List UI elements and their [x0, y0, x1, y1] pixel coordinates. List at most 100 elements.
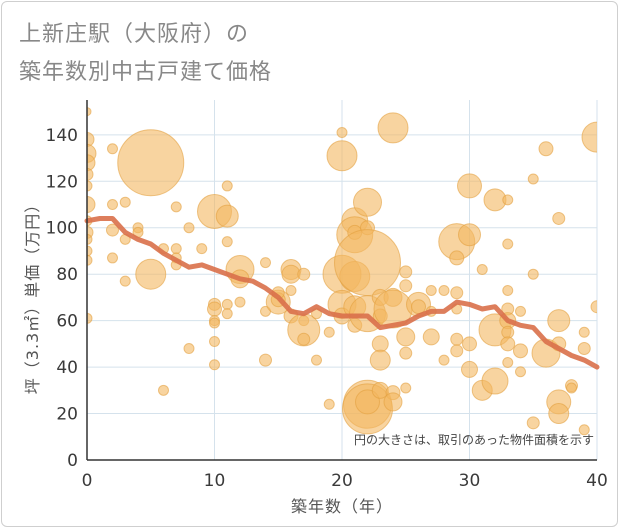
data-point [183, 222, 195, 234]
data-point [552, 211, 566, 225]
y-tick-label: 100 [46, 219, 78, 239]
y-tick-label: 120 [46, 172, 78, 192]
chart-title-line-1: 上新庄駅（大阪府）の [19, 22, 250, 47]
x-tick-label: 30 [459, 471, 481, 491]
y-tick-label: 40 [56, 358, 78, 378]
data-point [513, 343, 528, 359]
data-point [336, 127, 348, 139]
data-point [260, 257, 271, 269]
y-tick-label: 80 [56, 265, 78, 285]
data-point [107, 143, 118, 155]
x-tick-label: 0 [82, 471, 93, 491]
data-point [590, 300, 597, 314]
data-point [207, 301, 222, 317]
data-point [106, 223, 119, 237]
data-point [369, 349, 391, 371]
data-point [311, 354, 322, 366]
x-tick-label: 10 [204, 471, 226, 491]
data-point [170, 201, 182, 213]
data-point [355, 389, 380, 415]
data-point [259, 353, 272, 367]
data-point [476, 264, 488, 276]
data-point [87, 107, 92, 117]
data-point [87, 131, 95, 147]
data-point [449, 250, 465, 266]
data-point [353, 187, 382, 217]
data-point [515, 305, 526, 317]
y-axis-label: 坪（3.3㎡）単価（万円） [23, 196, 42, 394]
y-tick-label: 20 [56, 405, 78, 425]
data-point [399, 346, 413, 360]
data-point [502, 284, 514, 296]
x-axis-label: 築年数（年） [291, 497, 393, 516]
data-point [548, 403, 570, 425]
chart-bubbles [87, 107, 597, 436]
data-point [209, 336, 220, 348]
data-point [450, 286, 464, 300]
data-point [323, 326, 335, 338]
data-point [450, 344, 464, 358]
data-point [527, 173, 539, 185]
data-point [577, 342, 591, 356]
y-tick-label: 60 [56, 312, 78, 332]
data-point [221, 298, 233, 310]
data-point [538, 141, 554, 157]
data-point [526, 416, 540, 430]
data-point [377, 112, 409, 144]
data-point [135, 258, 167, 290]
data-point [119, 196, 131, 208]
data-point [221, 308, 233, 320]
data-point [87, 312, 93, 324]
x-tick-label: 40 [586, 471, 608, 491]
data-point [117, 129, 185, 197]
data-point [457, 173, 482, 199]
data-point [107, 199, 118, 211]
data-point [196, 243, 208, 255]
data-point [119, 275, 131, 287]
data-point [500, 336, 516, 352]
data-point [502, 194, 514, 206]
data-point [323, 398, 335, 410]
data-point [438, 284, 450, 296]
data-point [581, 121, 597, 153]
trend-line [84, 216, 600, 370]
data-point [183, 343, 195, 355]
x-tick-label: 20 [331, 471, 353, 491]
data-point [209, 317, 220, 329]
data-point [566, 382, 577, 394]
data-point [400, 382, 412, 394]
data-point [209, 359, 220, 371]
data-point [170, 243, 182, 255]
data-point [297, 267, 311, 281]
data-point [383, 392, 403, 412]
y-tick-label: 140 [46, 126, 78, 146]
data-point [87, 254, 93, 266]
data-point [578, 326, 590, 338]
data-point [158, 384, 169, 396]
chart-axes: 0 20 40 60 80 100 120 140 0 10 20 30 40 [46, 100, 608, 491]
data-point [334, 229, 401, 297]
data-point [481, 367, 509, 395]
data-point [107, 252, 118, 264]
bubble-size-note: 円の大きさは、取引のあった物件面積を示す [354, 432, 594, 447]
data-point [527, 268, 539, 280]
data-point [461, 360, 478, 378]
chart-title-line-2: 築年数別中古戸建て価格 [19, 60, 273, 85]
data-point [458, 223, 481, 247]
data-point [297, 332, 311, 346]
data-point [438, 354, 450, 366]
data-point [326, 140, 358, 172]
data-point [87, 233, 93, 245]
data-point [87, 154, 96, 172]
data-point [234, 296, 246, 308]
data-point [502, 356, 514, 368]
data-point [396, 327, 416, 347]
data-point [547, 309, 571, 333]
data-point [221, 236, 233, 248]
data-point [371, 335, 389, 353]
y-tick-label: 0 [67, 451, 78, 471]
data-point [450, 332, 464, 346]
data-point [399, 265, 413, 279]
